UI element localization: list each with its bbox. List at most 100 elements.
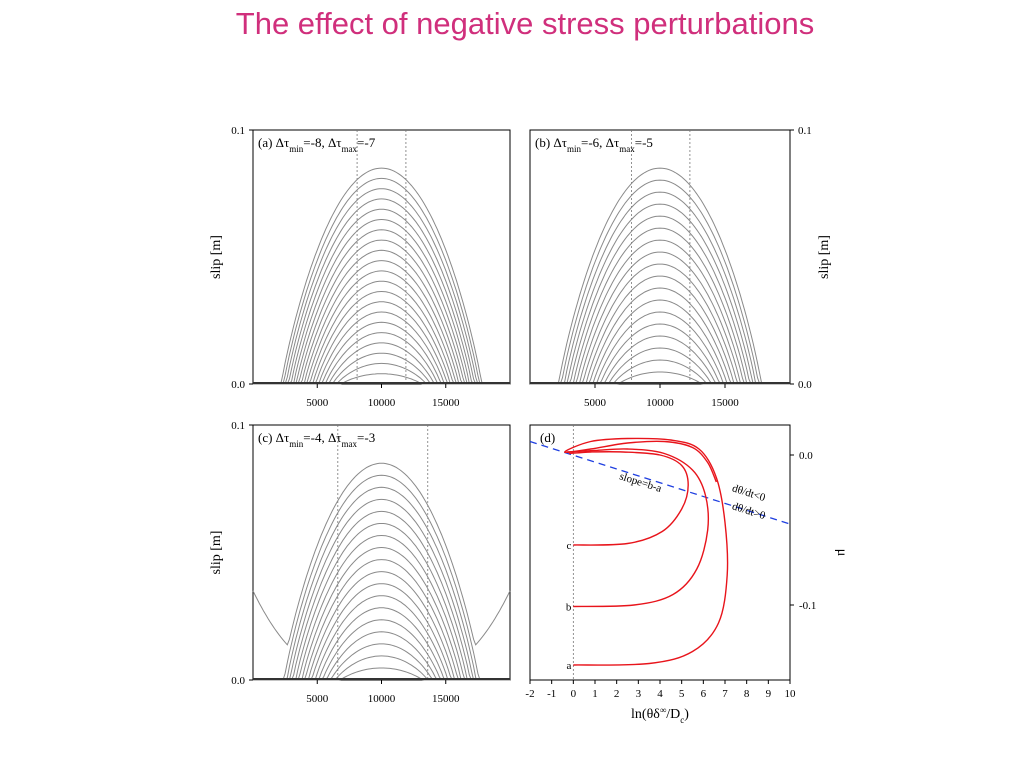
slip-curve: [530, 275, 790, 385]
trajectory-label-a: a: [566, 660, 571, 672]
y-axis-label: slip [m]: [209, 531, 224, 575]
x-tick-label: 5000: [306, 693, 329, 705]
slip-curve: [253, 546, 510, 681]
slip-curve: [253, 229, 510, 385]
x-axis-label-part: ∞: [660, 705, 666, 715]
panel-a: 5000 10000 15000 0.0 0.1 slip [m] (a) Δτmin=-8…: [209, 125, 511, 409]
slip-curve: [253, 177, 510, 385]
y-axis-label: slip [m]: [209, 235, 224, 279]
panel-title-part: max: [619, 144, 635, 154]
y-tick-label: -0.1: [799, 600, 816, 612]
y-tick-label: 0.0: [231, 379, 245, 391]
x-axis-label-part: c: [680, 715, 684, 725]
trajectory-c: [568, 451, 689, 546]
trajectory-label-b: b: [566, 602, 572, 614]
slip-curve: [530, 191, 790, 385]
slip-curve: [253, 595, 510, 681]
x-tick-label: 3: [636, 688, 642, 700]
slip-curve: [253, 474, 510, 681]
panel-title-part: max: [342, 144, 358, 154]
panel-title-part: min: [289, 439, 304, 449]
panel-title-part: =-7: [357, 135, 376, 150]
slip-curve: [530, 347, 790, 385]
x-tick-label: 1: [592, 688, 598, 700]
panel-title-part: =-3: [357, 430, 375, 445]
x-tick-label: 4: [657, 688, 663, 700]
slip-curve: [253, 486, 510, 681]
x-tick-label: 6: [701, 688, 707, 700]
panel-title-part: (c) Δτ: [258, 430, 289, 445]
panel-b: 5000 10000 15000 0.0 0.1 slip [m] (b) Δτmin=-6…: [529, 125, 832, 409]
y-tick-label: 0.0: [798, 379, 812, 391]
slip-curve: [253, 208, 510, 385]
slip-curve: [253, 218, 510, 385]
slip-curve: [530, 203, 790, 385]
y-tick-label: 0.0: [231, 675, 245, 687]
slip-curve: [253, 510, 510, 681]
x-tick-label: 5000: [584, 397, 607, 409]
y-tick-label: 0.0: [799, 450, 813, 462]
x-axis-label-part: ): [684, 707, 689, 722]
y-tick-label: 0.1: [798, 125, 812, 137]
panel-title-part: max: [342, 439, 358, 449]
panel-title: (b) Δτmin=-6, Δτmax=-5: [535, 135, 653, 154]
x-tick-label: 7: [722, 688, 728, 700]
trajectory-a: [563, 437, 729, 666]
trajectory-b: [566, 448, 709, 608]
panel-title-part: (a) Δτ: [258, 135, 289, 150]
x-tick-label: 5000: [306, 397, 329, 409]
x-tick-label: 15000: [432, 693, 460, 705]
y-tick-label: 0.1: [231, 125, 245, 137]
panel-title: (a) Δτmin=-8, Δτmax=-7: [258, 135, 376, 154]
panel-title-part: min: [289, 144, 304, 154]
y-axis-label: slip [m]: [817, 235, 832, 279]
slip-curve: [530, 251, 790, 385]
x-tick-label: 8: [744, 688, 750, 700]
slip-curve: [530, 167, 790, 385]
slide-title: The effect of negative stress perturbati…: [235, 6, 815, 41]
panel-title-part: =-5: [635, 135, 653, 150]
panel-c: 5000 10000 15000 0.0 0.1 slip [m] (c) Δτmin=-4…: [209, 420, 511, 705]
slip-curve: [253, 198, 510, 385]
panel-title-part: min: [567, 144, 582, 154]
x-tick-label: 15000: [711, 397, 739, 409]
x-tick-label: 10000: [368, 397, 396, 409]
slip-curve: [253, 188, 510, 385]
slip-curve: [253, 643, 510, 681]
panel-title-part: =-4, Δτ: [303, 430, 341, 445]
slip-curve: [253, 498, 510, 681]
x-tick-label: -1: [547, 688, 556, 700]
x-tick-label: 10000: [646, 397, 674, 409]
panel-title-part: =-6, Δτ: [581, 135, 619, 150]
panel-title-part: (b) Δτ: [535, 135, 567, 150]
x-axis-label: ln(θδ∞/Dc): [631, 705, 689, 725]
trajectory-label-c: c: [566, 540, 571, 552]
panel-title-part: =-8, Δτ: [303, 135, 341, 150]
slip-curve: [253, 571, 510, 681]
slip-curve: [253, 167, 510, 385]
x-tick-label: -2: [525, 688, 534, 700]
panel-frame: [529, 424, 791, 681]
x-tick-label: 2: [614, 688, 620, 700]
x-axis-label-part: /D: [666, 707, 680, 722]
slip-curve: [253, 249, 510, 385]
x-tick-label: 0: [571, 688, 577, 700]
x-axis-label-part: ln(θδ: [631, 707, 660, 722]
slip-curve: [530, 215, 790, 385]
slip-curve: [252, 462, 511, 646]
slip-curve: [530, 179, 790, 385]
slope-line: [529, 440, 791, 525]
y-tick-label: 0.1: [231, 420, 245, 432]
x-tick-label: 15000: [432, 397, 460, 409]
slip-curve: [530, 299, 790, 385]
x-tick-label: 10000: [368, 693, 396, 705]
x-tick-label: 5: [679, 688, 685, 700]
panel-title: (d): [540, 430, 555, 445]
y-axis-label: μ: [834, 549, 849, 557]
slope-label: slope=b-a: [618, 470, 663, 495]
panel-title: (c) Δτmin=-4, Δτmax=-3: [258, 430, 375, 449]
x-tick-label: 9: [766, 688, 772, 700]
x-tick-label: 10: [785, 688, 797, 700]
